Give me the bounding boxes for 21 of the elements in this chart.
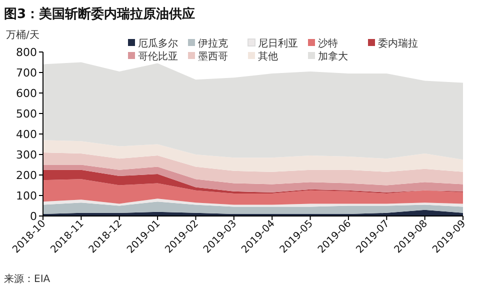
y-tick-label: 500 <box>16 108 37 120</box>
y-tick-label: 0 <box>30 210 37 223</box>
legend-label: 委内瑞拉 <box>378 38 418 50</box>
legend-label: 哥伦比亚 <box>138 50 178 62</box>
y-tick-label: 600 <box>16 87 37 100</box>
y-axis-title: 万桶/天 <box>6 29 40 41</box>
legend-label: 沙特 <box>318 38 338 50</box>
legend-label: 加拿大 <box>318 50 348 62</box>
y-tick-label: 400 <box>16 128 37 141</box>
y-tick-label: 300 <box>16 148 37 162</box>
source-note: 来源：EIA <box>4 273 50 285</box>
legend-label: 尼日利亚 <box>258 38 298 50</box>
legend-label: 其他 <box>258 50 278 62</box>
y-tick-label: 200 <box>16 169 37 182</box>
y-tick-label: 100 <box>16 190 37 202</box>
y-tick-label: 800 <box>16 46 37 59</box>
legend-label: 厄瓜多尔 <box>138 38 178 50</box>
legend-label: 墨西哥 <box>198 52 228 62</box>
legend-label: 伊拉克 <box>198 38 228 50</box>
chart-title: 图3：美国斩断委内瑞拉原油供应 <box>4 6 196 22</box>
y-tick-label: 700 <box>16 66 37 80</box>
